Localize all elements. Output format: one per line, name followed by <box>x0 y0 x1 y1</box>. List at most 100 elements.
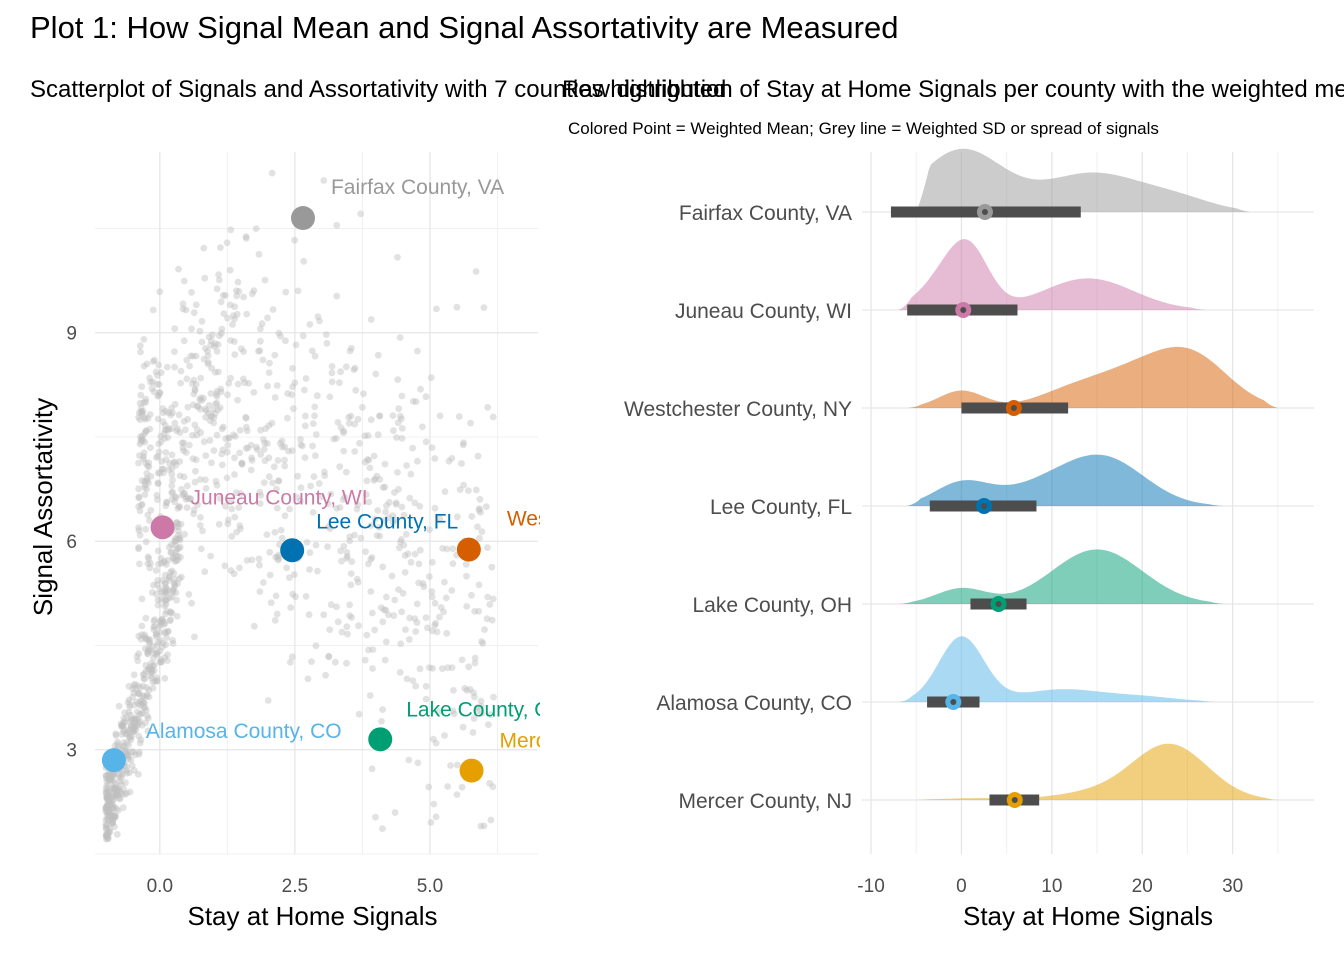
background-point <box>411 499 419 507</box>
background-point <box>120 714 128 722</box>
background-point <box>142 661 150 669</box>
background-point <box>488 563 496 571</box>
background-point <box>182 426 189 434</box>
background-point <box>252 225 260 233</box>
background-point <box>265 369 273 376</box>
background-point <box>463 603 471 610</box>
background-point <box>324 543 331 551</box>
background-point <box>336 379 343 387</box>
background-point <box>210 414 218 421</box>
background-point <box>207 390 215 397</box>
background-point <box>362 548 369 556</box>
background-point <box>341 493 348 501</box>
background-point <box>264 440 271 447</box>
highlight-label: Lee County, FL <box>316 510 458 533</box>
background-point <box>255 555 263 563</box>
background-point <box>223 474 231 482</box>
background-point <box>361 656 369 664</box>
background-point <box>431 621 439 629</box>
background-point <box>125 769 133 777</box>
background-point <box>139 407 147 415</box>
background-point <box>302 412 309 420</box>
background-point <box>187 352 195 360</box>
background-point <box>456 486 464 493</box>
background-point <box>271 394 279 401</box>
background-point <box>138 721 146 729</box>
background-point <box>103 794 110 801</box>
background-point <box>135 413 143 421</box>
y-tick-label: Juneau County, WI <box>675 300 852 323</box>
y-tick-label: Fairfax County, VA <box>679 202 852 225</box>
background-point <box>370 452 378 460</box>
background-point <box>136 409 143 417</box>
background-point <box>315 480 323 487</box>
background-point <box>403 675 411 683</box>
background-point <box>450 687 457 694</box>
background-point <box>236 564 243 572</box>
background-point <box>344 630 351 638</box>
background-point <box>212 477 220 485</box>
background-point <box>224 516 232 524</box>
background-point <box>248 457 256 464</box>
background-point <box>440 608 447 616</box>
background-point <box>256 488 264 496</box>
background-point <box>268 169 276 177</box>
background-point <box>200 355 208 363</box>
background-point <box>192 467 199 475</box>
background-point <box>394 376 402 383</box>
background-point <box>129 693 137 701</box>
background-point <box>157 596 165 603</box>
background-point <box>143 427 150 435</box>
background-point <box>147 660 155 667</box>
background-point <box>333 505 340 512</box>
background-point <box>140 675 148 682</box>
background-point <box>229 321 236 328</box>
background-point <box>113 785 120 793</box>
background-point <box>158 458 166 465</box>
background-point <box>441 488 449 495</box>
background-point <box>162 456 170 463</box>
background-point <box>192 456 200 464</box>
background-point <box>115 785 123 793</box>
background-point <box>160 557 168 565</box>
background-point <box>400 541 408 549</box>
background-point <box>121 719 128 727</box>
background-point <box>458 783 466 791</box>
background-point <box>484 593 491 601</box>
background-point <box>142 538 150 546</box>
background-point <box>196 396 204 404</box>
background-point <box>415 579 422 587</box>
background-point <box>162 585 170 593</box>
background-point <box>201 568 209 576</box>
background-point <box>381 517 388 524</box>
background-point <box>133 708 141 716</box>
background-point <box>197 476 204 483</box>
background-point <box>136 416 144 424</box>
background-point <box>463 686 471 694</box>
background-point <box>279 443 286 451</box>
background-point <box>104 835 112 843</box>
background-point <box>154 392 162 400</box>
background-point <box>288 391 296 399</box>
background-point <box>340 447 348 455</box>
background-point <box>125 753 132 760</box>
background-point <box>299 332 307 340</box>
background-point <box>153 674 161 682</box>
background-point <box>124 752 131 759</box>
background-point <box>321 472 329 479</box>
background-point <box>312 642 320 650</box>
background-point <box>131 724 139 732</box>
highlight-label: Mercer County, NJ <box>500 730 674 753</box>
background-point <box>135 459 142 467</box>
background-point <box>226 434 233 442</box>
background-point <box>444 783 451 790</box>
background-point <box>139 682 147 690</box>
background-point <box>371 515 379 523</box>
background-point <box>135 690 143 698</box>
background-point <box>125 741 132 749</box>
background-point <box>132 726 140 734</box>
background-point <box>266 571 274 579</box>
background-point <box>141 483 149 491</box>
background-point <box>166 617 174 625</box>
background-point <box>178 439 186 447</box>
